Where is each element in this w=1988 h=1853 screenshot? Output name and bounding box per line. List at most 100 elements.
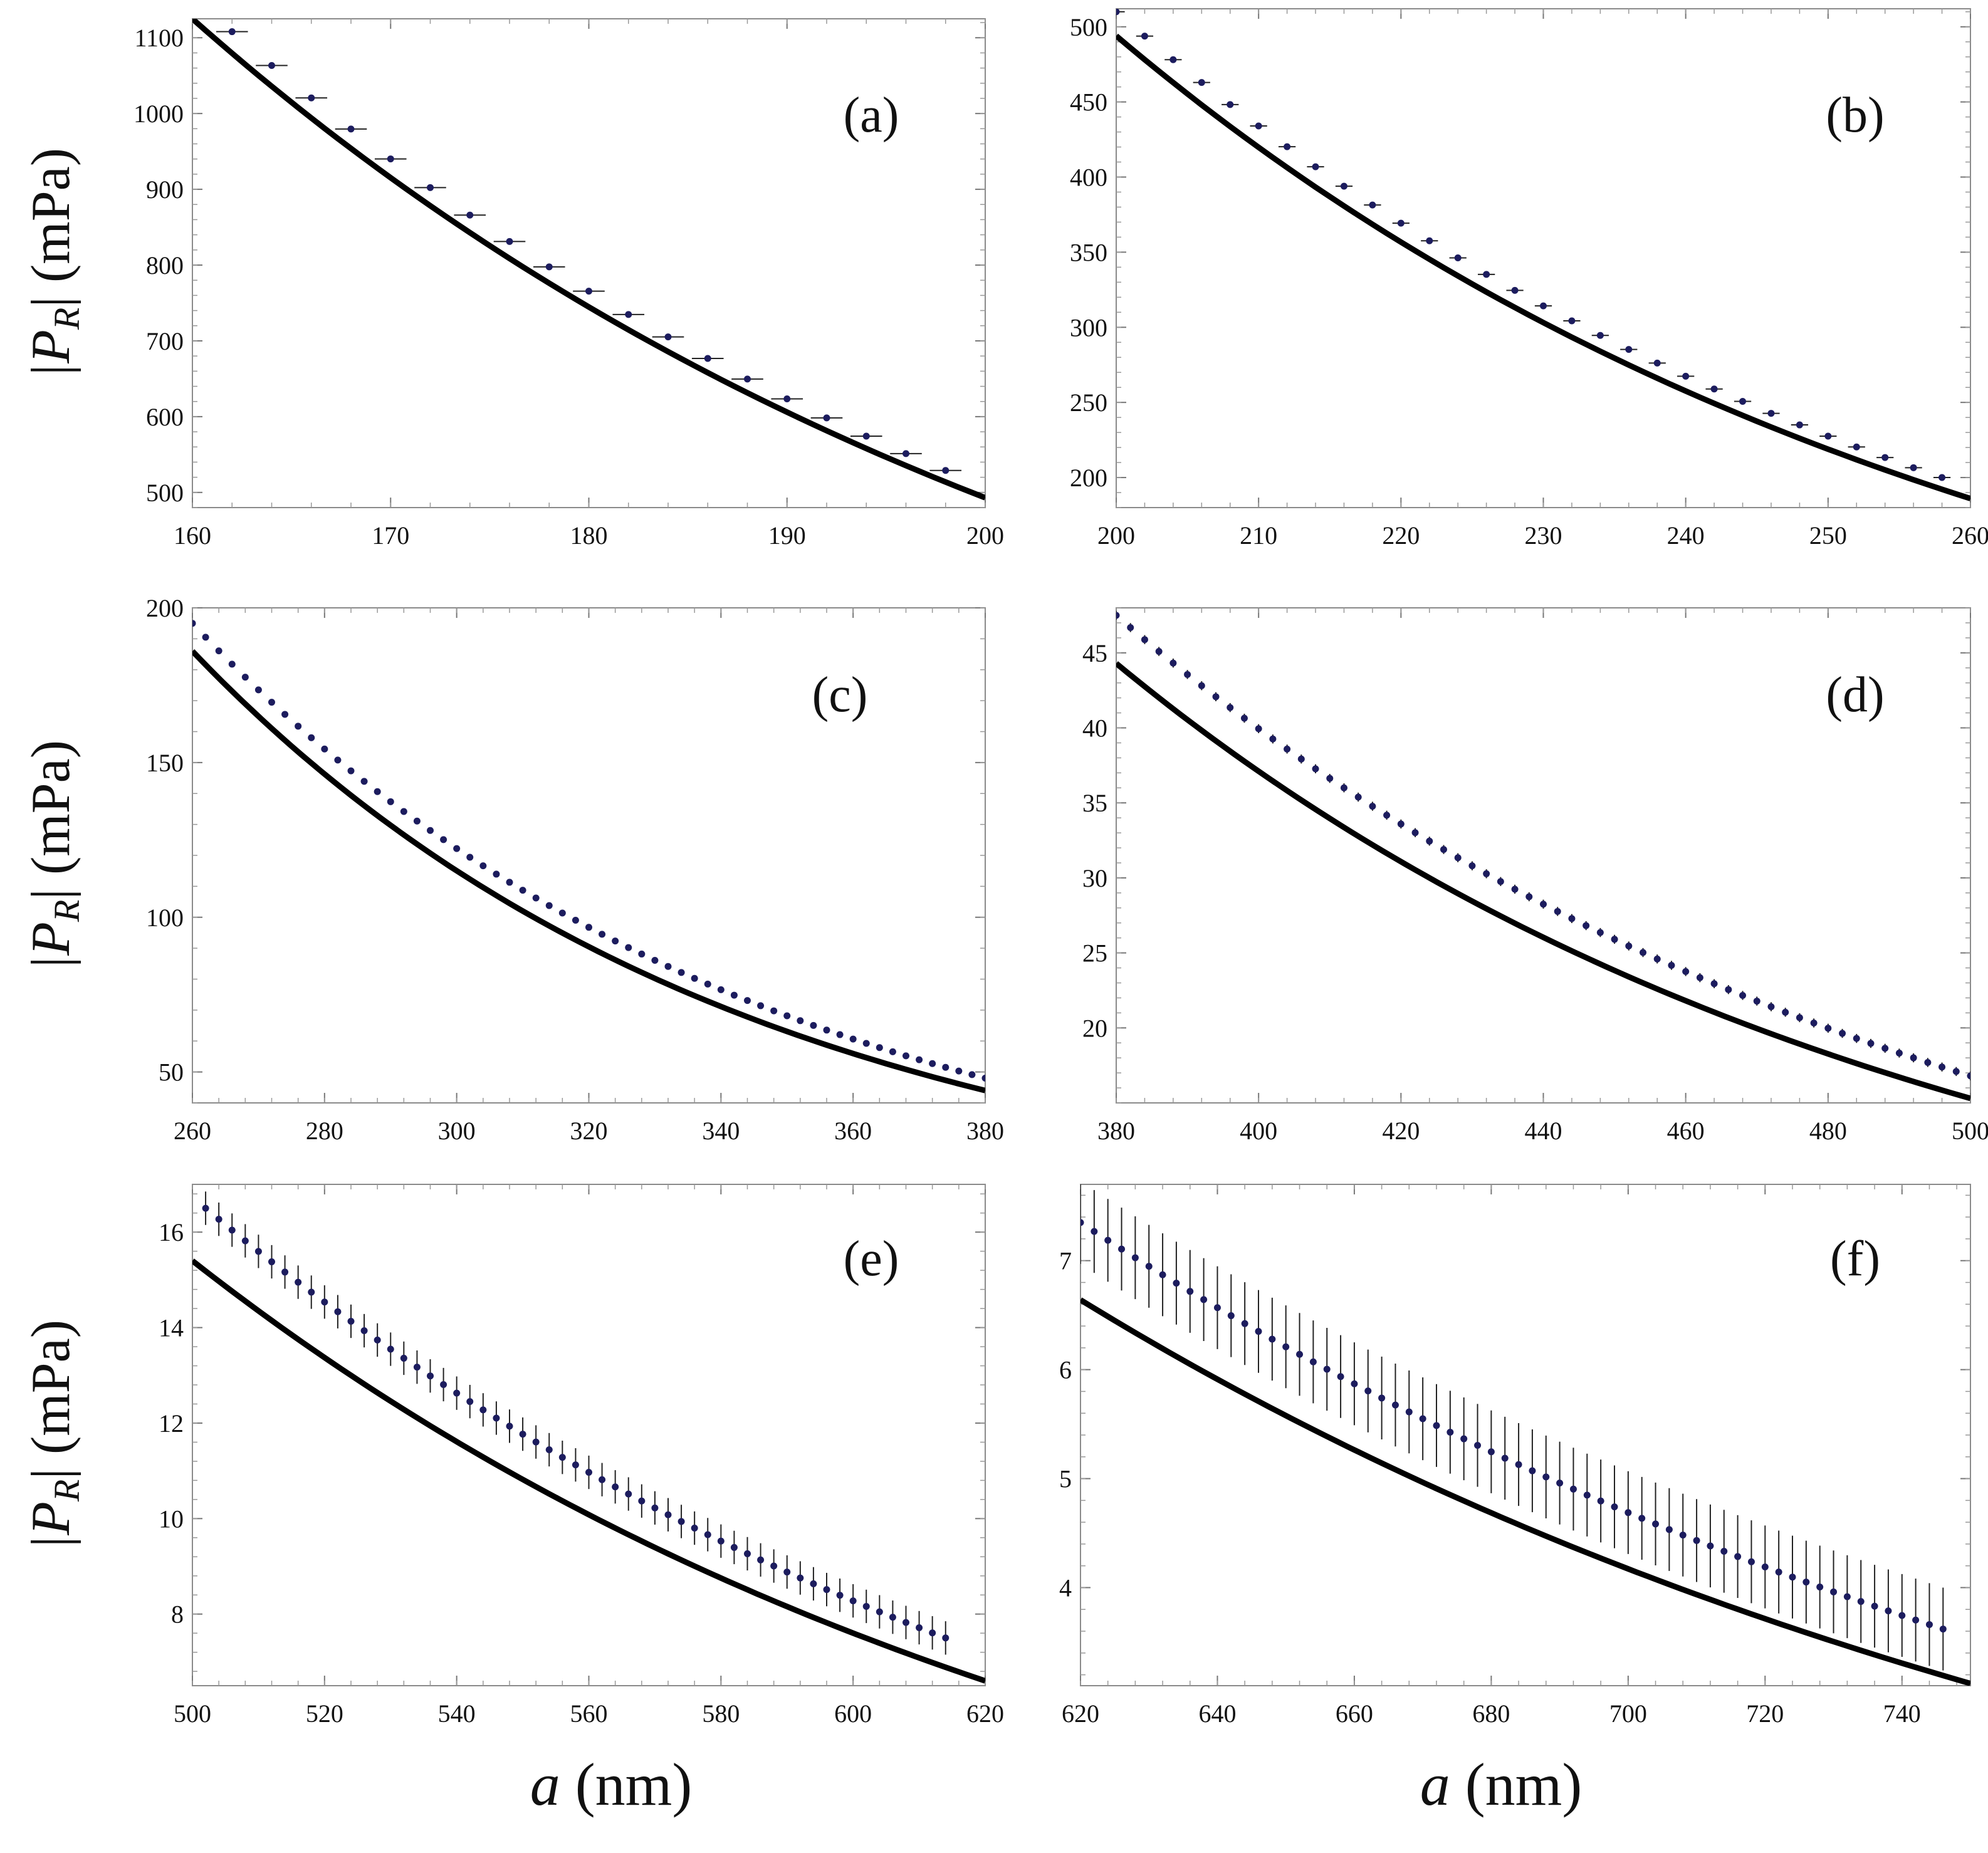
data-marker xyxy=(1460,1435,1468,1443)
panel-label: (e) xyxy=(844,1231,899,1287)
x-axis-title-unit: (nm) xyxy=(575,1751,693,1818)
data-point xyxy=(1080,1184,1084,1264)
data-marker xyxy=(744,1550,751,1557)
data-point xyxy=(1848,443,1865,451)
x-tick-label: 620 xyxy=(1062,1699,1099,1728)
data-marker xyxy=(1625,942,1633,950)
data-point xyxy=(1563,317,1581,325)
data-point xyxy=(334,756,342,764)
data-point xyxy=(1240,713,1248,723)
data-point xyxy=(810,1021,817,1029)
data-marker xyxy=(1391,1401,1399,1409)
data-marker xyxy=(1583,922,1590,929)
data-marker xyxy=(862,432,870,440)
y-tick-label: 1100 xyxy=(134,24,184,52)
data-marker xyxy=(440,1381,447,1389)
data-marker xyxy=(347,1317,355,1325)
data-marker xyxy=(1796,1014,1803,1021)
data-point xyxy=(1116,9,1125,16)
data-marker xyxy=(1440,846,1447,853)
data-point xyxy=(1460,1397,1468,1481)
data-point xyxy=(1853,1033,1860,1043)
x-tick-label: 720 xyxy=(1746,1699,1784,1728)
data-marker xyxy=(1227,704,1234,711)
data-marker xyxy=(1747,1558,1755,1565)
data-marker xyxy=(374,788,381,795)
y-axis-titles: |PR| (mPa)|PR| (mPa)|PR| (mPa) xyxy=(21,148,87,1550)
data-marker xyxy=(1227,101,1234,108)
data-point xyxy=(1665,1488,1673,1571)
data-point xyxy=(321,1285,328,1319)
data-marker xyxy=(1282,1343,1290,1350)
data-marker xyxy=(479,1406,487,1414)
data-point xyxy=(664,1498,672,1532)
data-marker xyxy=(704,355,711,362)
data-marker xyxy=(1104,1236,1112,1244)
data-marker xyxy=(241,1237,249,1245)
data-marker xyxy=(308,734,315,741)
y-axis-title-prefix: |P xyxy=(21,330,81,378)
x-tick-label: 640 xyxy=(1198,1699,1236,1728)
data-marker xyxy=(1682,968,1690,975)
y-axis-title-subscript: R xyxy=(46,308,87,330)
data-point xyxy=(295,723,302,730)
data-marker xyxy=(387,155,394,163)
x-tick-label: 540 xyxy=(438,1699,476,1728)
data-point xyxy=(849,1035,857,1043)
data-point xyxy=(216,28,248,36)
data-marker xyxy=(1696,974,1703,981)
data-marker xyxy=(1624,1509,1632,1516)
data-point xyxy=(335,125,367,133)
data-point xyxy=(1127,623,1134,632)
data-marker xyxy=(1433,1422,1440,1429)
x-tick-label: 740 xyxy=(1883,1699,1921,1728)
data-point xyxy=(1164,56,1182,63)
data-point xyxy=(519,887,526,894)
data-marker xyxy=(1725,986,1732,993)
data-point xyxy=(374,155,407,163)
data-point xyxy=(1556,1441,1564,1525)
data-marker xyxy=(1767,1003,1775,1011)
data-point xyxy=(1447,1391,1454,1474)
panel-b: 200 210 220 230 240 250 260 200 250 300 350 400 450 5… xyxy=(1070,8,1988,550)
data-point xyxy=(1707,1504,1714,1588)
data-point xyxy=(1278,143,1296,150)
y-tick-label: 450 xyxy=(1070,88,1107,117)
data-point xyxy=(453,1376,461,1410)
data-point xyxy=(1775,1530,1782,1614)
data-marker xyxy=(1568,317,1576,325)
x-axis-title: a (nm) xyxy=(1420,1751,1583,1818)
data-marker xyxy=(1952,1068,1960,1075)
y-tick-label: 350 xyxy=(1070,238,1107,266)
data-marker xyxy=(466,211,474,219)
data-point xyxy=(1554,907,1561,916)
data-marker xyxy=(585,924,592,931)
data-marker xyxy=(1369,803,1376,810)
data-marker xyxy=(823,414,830,422)
data-point xyxy=(241,1224,249,1258)
x-axis-titles: a (nm) a (nm) xyxy=(530,1751,1583,1818)
data-point xyxy=(241,674,249,681)
data-point xyxy=(1405,1370,1413,1454)
data-point xyxy=(862,1040,870,1047)
data-marker xyxy=(1468,862,1476,870)
data-marker xyxy=(955,1067,963,1075)
y-tick-label: 30 xyxy=(1082,864,1107,892)
data-point xyxy=(651,1491,659,1525)
data-point xyxy=(1939,1587,1947,1671)
panel-d: 380 400 420 440 460 480 500 20 25 30 35 40 45 (d) xyxy=(1082,607,1988,1145)
data-marker xyxy=(1885,1607,1892,1615)
data-marker xyxy=(334,1308,342,1315)
data-marker xyxy=(783,1569,791,1576)
data-point xyxy=(1212,692,1220,702)
data-marker xyxy=(1638,1515,1646,1522)
y-axis-title: |PR| (mPa) xyxy=(21,740,87,971)
data-marker xyxy=(783,395,791,403)
data-point xyxy=(1583,921,1590,931)
y-tick-label: 4 xyxy=(1059,1574,1072,1602)
data-layer xyxy=(192,19,985,501)
data-point xyxy=(493,237,526,245)
data-point xyxy=(228,1213,236,1247)
data-point xyxy=(730,991,738,999)
data-marker xyxy=(1810,1019,1818,1026)
